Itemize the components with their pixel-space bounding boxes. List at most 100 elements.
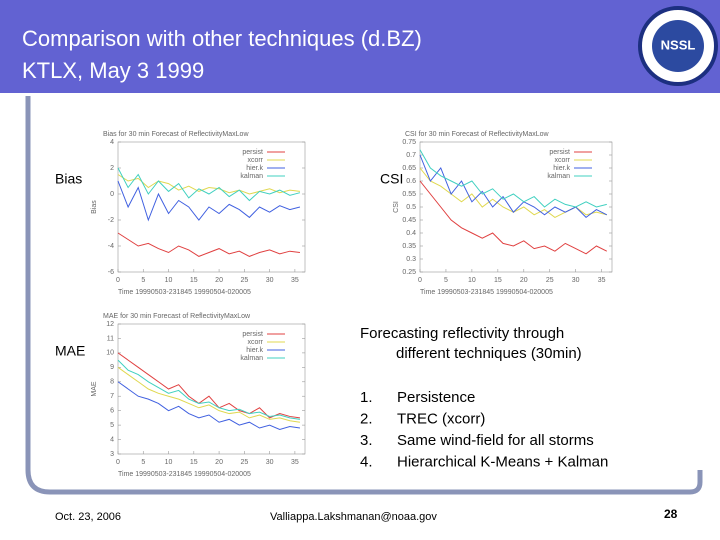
legend-label: persist	[242, 331, 263, 338]
chart-title: MAE for 30 min Forecast of ReflectivityM…	[103, 313, 251, 320]
series-line	[117, 381, 301, 430]
legend-label: hier.k	[246, 347, 263, 354]
legend-label: xcorr	[554, 157, 570, 164]
y-tick-label: 0.5	[406, 204, 416, 211]
list-text: Persistence	[397, 389, 475, 406]
y-axis-label: MAE	[91, 381, 98, 397]
y-tick-label: 0.45	[402, 217, 416, 224]
x-axis-label: Time 19990503-231845 19990504-020005	[420, 289, 553, 296]
x-tick-label: 15	[494, 277, 502, 284]
list-text: TREC (xcorr)	[397, 410, 485, 427]
intro-line: different techniques (30min)	[396, 345, 582, 362]
plot-frame	[117, 323, 306, 455]
legend-label: xcorr	[247, 339, 263, 346]
x-tick-label: 20	[215, 277, 223, 284]
x-tick-label: 30	[266, 277, 274, 284]
legend-label: kalman	[547, 173, 570, 180]
title-line: KTLX, May 3 1999	[22, 58, 204, 83]
x-tick-label: 30	[266, 459, 274, 466]
y-tick-label: 3	[110, 451, 114, 458]
legend-label: kalman	[240, 355, 263, 362]
x-tick-label: 10	[468, 277, 476, 284]
y-tick-label: 0.3	[406, 256, 416, 263]
y-tick-label: 4	[110, 436, 114, 443]
y-tick-label: 0.25	[402, 269, 416, 276]
y-tick-label: -6	[108, 269, 114, 276]
series-line	[117, 366, 301, 423]
chart-title: Bias for 30 min Forecast of Reflectivity…	[103, 131, 249, 138]
x-tick-label: 0	[418, 277, 422, 284]
x-axis-label: Time 19990503-231845 19990504-020005	[118, 289, 251, 296]
y-tick-label: 7	[110, 393, 114, 400]
x-axis-label: Time 19990503-231845 19990504-020005	[118, 471, 251, 478]
y-tick-label: 5	[110, 422, 114, 429]
x-tick-label: 35	[598, 277, 606, 284]
logo-text: NSSL	[661, 37, 696, 52]
chart-label: MAE	[55, 343, 85, 359]
series-line	[117, 167, 301, 202]
footer-email: Valliappa.Lakshmanan@noaa.gov	[270, 511, 437, 523]
x-tick-label: 5	[141, 459, 145, 466]
series-line	[117, 352, 301, 419]
y-tick-label: 2	[110, 165, 114, 172]
y-tick-label: 10	[106, 350, 114, 357]
y-tick-label: 0.6	[406, 178, 416, 185]
series-line	[117, 359, 301, 420]
x-tick-label: 15	[190, 277, 198, 284]
list-number: 4.	[360, 453, 373, 470]
legend-label: hier.k	[553, 165, 570, 172]
y-tick-label: 0	[110, 191, 114, 198]
list-number: 3.	[360, 432, 373, 449]
y-axis-label: CSI	[393, 201, 400, 213]
legend-label: kalman	[240, 173, 263, 180]
list-number: 2.	[360, 410, 373, 427]
x-tick-label: 35	[291, 459, 299, 466]
x-tick-label: 0	[116, 277, 120, 284]
y-tick-label: 0.75	[402, 139, 416, 146]
y-tick-label: 6	[110, 408, 114, 415]
x-tick-label: 25	[240, 277, 248, 284]
series-line	[419, 180, 608, 255]
chart-label: CSI	[380, 171, 403, 187]
y-tick-label: 4	[110, 139, 114, 146]
y-tick-label: -4	[108, 243, 114, 250]
x-tick-label: 10	[165, 459, 173, 466]
frame-bar	[25, 96, 703, 495]
legend-label: persist	[242, 149, 263, 156]
x-tick-label: 10	[165, 277, 173, 284]
y-tick-label: 12	[106, 321, 114, 328]
chart-label: Bias	[55, 171, 82, 187]
y-tick-label: 0.7	[406, 152, 416, 159]
y-tick-label: 0.65	[402, 165, 416, 172]
y-tick-label: 9	[110, 364, 114, 371]
list-number: 1.	[360, 389, 373, 406]
x-tick-label: 0	[116, 459, 120, 466]
x-tick-label: 25	[546, 277, 554, 284]
legend-label: hier.k	[246, 165, 263, 172]
plot-frame	[117, 141, 306, 273]
series-line	[419, 149, 607, 208]
list-text: Hierarchical K-Means + Kalman	[397, 453, 608, 470]
legend-label: xcorr	[247, 157, 263, 164]
legend-label: persist	[549, 149, 570, 156]
x-tick-label: 25	[240, 459, 248, 466]
x-tick-label: 20	[215, 459, 223, 466]
y-tick-label: 11	[107, 335, 114, 342]
y-tick-label: 8	[110, 379, 114, 386]
page-number: 28	[664, 507, 678, 521]
y-tick-label: 0.4	[406, 230, 416, 237]
x-tick-label: 20	[520, 277, 528, 284]
y-tick-label: -2	[108, 217, 114, 224]
intro-line: Forecasting reflectivity through	[360, 325, 564, 342]
series-line	[117, 180, 301, 222]
x-tick-label: 5	[141, 277, 145, 284]
header-band	[0, 0, 720, 93]
x-tick-label: 5	[444, 277, 448, 284]
series-line	[117, 232, 301, 257]
chart-title: CSI for 30 min Forecast of ReflectivityM…	[405, 131, 549, 138]
footer-date: Oct. 23, 2006	[55, 511, 121, 523]
x-tick-label: 15	[190, 459, 198, 466]
y-tick-label: 0.55	[402, 191, 416, 198]
x-tick-label: 35	[291, 277, 299, 284]
